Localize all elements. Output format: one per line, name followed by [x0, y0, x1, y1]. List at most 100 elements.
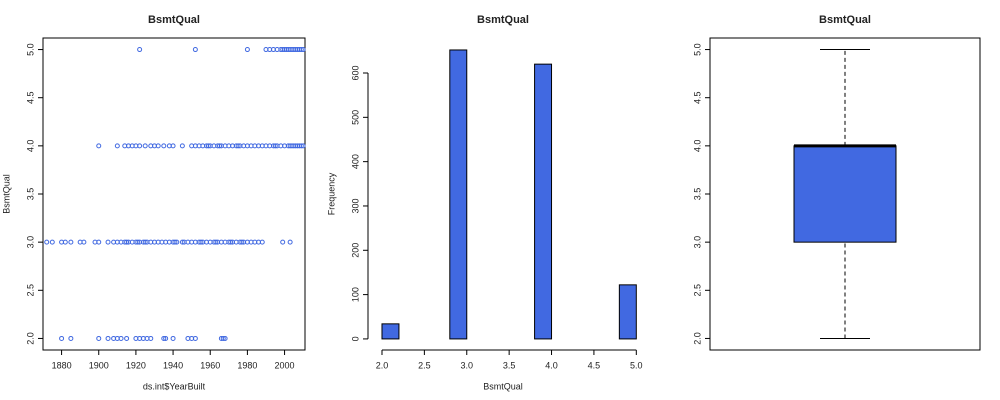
- y-tick-label: 3.5: [25, 188, 35, 201]
- y-tick-label: 400: [350, 154, 360, 169]
- x-tick-label: 1920: [126, 360, 146, 370]
- point: [280, 239, 286, 245]
- point: [155, 143, 161, 149]
- y-tick-label: 300: [350, 198, 360, 213]
- y-tick-label: 500: [350, 110, 360, 125]
- x-axis-label: BsmtQual: [483, 381, 523, 391]
- y-tick-label: 4.0: [692, 140, 702, 153]
- point: [68, 239, 74, 245]
- point: [298, 143, 304, 149]
- x-tick-label: 1940: [163, 360, 183, 370]
- y-tick-label: 100: [350, 287, 360, 302]
- bar: [618, 284, 637, 340]
- y-tick-label: 4.5: [692, 91, 702, 104]
- point: [148, 335, 154, 341]
- point: [244, 47, 250, 53]
- point: [217, 143, 223, 149]
- point: [235, 143, 241, 149]
- point: [135, 239, 141, 245]
- point: [96, 143, 102, 149]
- y-tick-label: 600: [350, 65, 360, 80]
- point: [59, 335, 65, 341]
- x-tick-label: 1960: [200, 360, 220, 370]
- point: [68, 335, 74, 341]
- point: [170, 335, 176, 341]
- point: [300, 143, 306, 149]
- point: [205, 143, 211, 149]
- y-tick-label: 5.0: [692, 43, 702, 56]
- bar: [534, 63, 553, 340]
- y-tick-label: 200: [350, 243, 360, 258]
- x-tick-label: 4.0: [545, 360, 558, 370]
- point: [259, 239, 265, 245]
- point: [137, 47, 143, 53]
- point: [62, 239, 68, 245]
- point: [179, 239, 185, 245]
- y-tick-label: 4.5: [25, 91, 35, 104]
- point: [174, 239, 180, 245]
- chart-title: BsmtQual: [477, 14, 529, 26]
- y-axis-label: BsmtQual: [1, 174, 11, 214]
- point: [161, 335, 167, 341]
- point: [298, 47, 304, 53]
- x-tick-label: 2.0: [376, 360, 389, 370]
- bar: [381, 323, 400, 340]
- point: [49, 239, 55, 245]
- point: [239, 239, 245, 245]
- x-tick-label: 5.0: [630, 360, 643, 370]
- x-tick-label: 3.0: [461, 360, 474, 370]
- x-tick-label: 1900: [89, 360, 109, 370]
- point: [300, 47, 306, 53]
- point: [192, 335, 198, 341]
- point: [272, 143, 278, 149]
- y-tick-label: 2.0: [692, 332, 702, 345]
- plot-frame: [42, 37, 306, 351]
- y-tick-label: 3.5: [692, 188, 702, 201]
- y-axis-label: Frequency: [326, 172, 336, 215]
- point: [142, 239, 148, 245]
- point: [124, 335, 130, 341]
- point: [96, 239, 102, 245]
- x-tick-label: 4.5: [588, 360, 601, 370]
- y-tick-label: 2.0: [25, 332, 35, 345]
- x-tick-label: 1980: [237, 360, 257, 370]
- y-tick-label: 2.5: [25, 284, 35, 297]
- x-tick-label: 3.5: [503, 360, 516, 370]
- point: [114, 143, 120, 149]
- point: [81, 239, 87, 245]
- chart-title: BsmtQual: [819, 14, 871, 26]
- point: [163, 335, 169, 341]
- x-tick-label: 1880: [52, 360, 72, 370]
- box: [793, 145, 897, 243]
- point: [124, 239, 130, 245]
- point: [222, 335, 228, 341]
- point: [220, 335, 226, 341]
- point: [198, 239, 204, 245]
- y-tick-label: 3.0: [25, 236, 35, 249]
- point: [287, 239, 293, 245]
- point: [142, 143, 148, 149]
- point: [137, 143, 143, 149]
- point: [170, 143, 176, 149]
- point: [105, 335, 111, 341]
- point: [228, 239, 234, 245]
- point: [213, 239, 219, 245]
- y-tick-label: 3.0: [692, 236, 702, 249]
- point: [179, 143, 185, 149]
- x-tick-label: 2.5: [418, 360, 431, 370]
- y-tick-label: 0: [350, 336, 360, 341]
- y-tick-label: 5.0: [25, 43, 35, 56]
- point: [118, 335, 124, 341]
- point: [161, 143, 167, 149]
- x-axis-label: ds.int$YearBuilt: [143, 381, 206, 391]
- point: [96, 335, 102, 341]
- y-tick-label: 2.5: [692, 284, 702, 297]
- point: [105, 239, 111, 245]
- point: [44, 239, 50, 245]
- x-tick-label: 2000: [275, 360, 295, 370]
- bar: [449, 49, 468, 340]
- point: [172, 239, 178, 245]
- chart-title: BsmtQual: [148, 14, 200, 26]
- y-tick-label: 4.0: [25, 140, 35, 153]
